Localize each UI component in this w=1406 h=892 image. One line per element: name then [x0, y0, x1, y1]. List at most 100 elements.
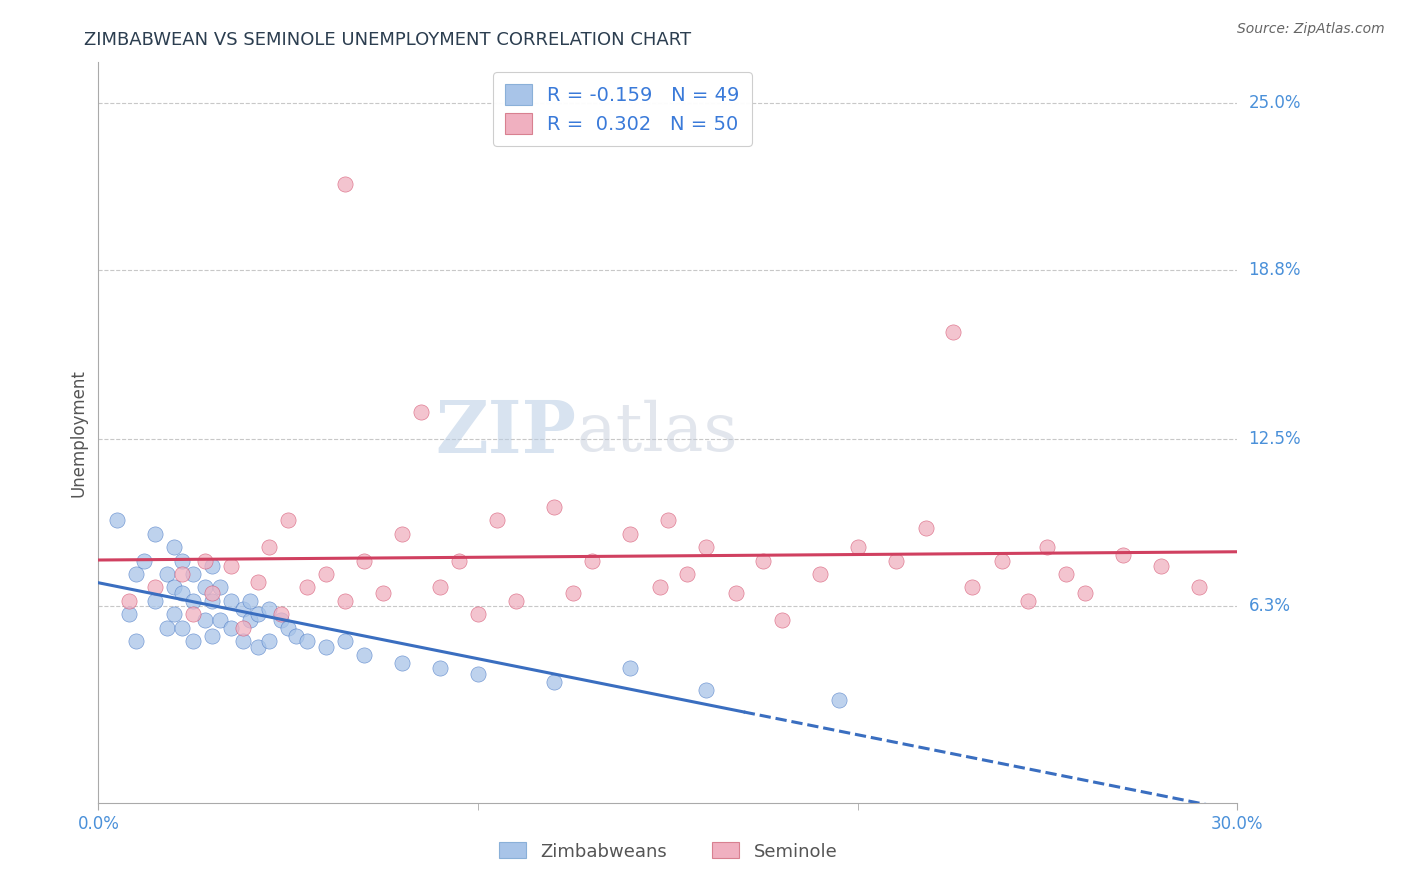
Point [277, 621, 299, 635]
Point [650, 581, 672, 595]
Point [132, 553, 155, 567]
Point [246, 575, 269, 590]
Point [1036, 540, 1059, 554]
Point [657, 513, 679, 527]
Point [543, 500, 565, 514]
Point [259, 540, 281, 554]
Point [315, 566, 337, 581]
Point [259, 602, 281, 616]
Point [335, 177, 357, 191]
Point [232, 621, 254, 635]
Point [183, 566, 205, 581]
Point [1056, 566, 1078, 581]
Point [208, 613, 231, 627]
Point [277, 513, 299, 527]
Point [163, 581, 186, 595]
Point [270, 613, 292, 627]
Point [429, 661, 451, 675]
Point [581, 553, 603, 567]
Point [239, 613, 262, 627]
Point [194, 613, 217, 627]
Point [1188, 581, 1211, 595]
Point [353, 553, 375, 567]
Point [297, 634, 319, 648]
Point [676, 566, 699, 581]
Point [960, 581, 983, 595]
Point [118, 607, 141, 622]
Point [335, 634, 357, 648]
Point [808, 566, 831, 581]
Point [695, 540, 717, 554]
Point [467, 607, 489, 622]
Point [828, 693, 851, 707]
Point [391, 526, 413, 541]
Text: ZIMBABWEAN VS SEMINOLE UNEMPLOYMENT CORRELATION CHART: ZIMBABWEAN VS SEMINOLE UNEMPLOYMENT CORR… [84, 31, 692, 49]
Point [752, 553, 775, 567]
Point [297, 581, 319, 595]
Point [884, 553, 907, 567]
Point [183, 607, 205, 622]
Point [170, 621, 193, 635]
Point [619, 661, 641, 675]
Point [125, 566, 148, 581]
Point [194, 553, 217, 567]
Point [107, 513, 129, 527]
Point [194, 581, 217, 595]
Point [505, 594, 527, 608]
Text: atlas: atlas [576, 400, 738, 466]
Point [156, 621, 179, 635]
Point [201, 558, 224, 573]
Point [619, 526, 641, 541]
Point [942, 325, 965, 339]
Point [170, 553, 193, 567]
Point [725, 586, 748, 600]
Point [915, 521, 938, 535]
Point [118, 594, 141, 608]
Point [467, 666, 489, 681]
Point [335, 594, 357, 608]
Point [315, 640, 337, 654]
Point [371, 586, 394, 600]
Text: ZIP: ZIP [436, 397, 576, 468]
Point [170, 586, 193, 600]
Point [221, 594, 243, 608]
Point [145, 594, 167, 608]
Point [208, 581, 231, 595]
Point [145, 526, 167, 541]
Point [991, 553, 1014, 567]
Point [1018, 594, 1040, 608]
Point [232, 602, 254, 616]
Point [170, 566, 193, 581]
Point [201, 594, 224, 608]
Point [391, 656, 413, 670]
Point [163, 607, 186, 622]
Point [449, 553, 471, 567]
Text: 6.3%: 6.3% [1249, 598, 1291, 615]
Point [239, 594, 262, 608]
Point [221, 621, 243, 635]
Point [156, 566, 179, 581]
Point [1112, 548, 1135, 562]
Point [1150, 558, 1173, 573]
Point [1074, 586, 1097, 600]
Point [125, 634, 148, 648]
Point [145, 581, 167, 595]
Point [221, 558, 243, 573]
Point [284, 629, 307, 643]
Point [695, 682, 717, 697]
Point [486, 513, 509, 527]
Point [201, 629, 224, 643]
Point [183, 594, 205, 608]
Text: Source: ZipAtlas.com: Source: ZipAtlas.com [1237, 22, 1385, 37]
Point [543, 674, 565, 689]
Point [846, 540, 869, 554]
Point [353, 648, 375, 662]
Point [259, 634, 281, 648]
Point [232, 634, 254, 648]
Point [411, 405, 433, 419]
Point [163, 540, 186, 554]
Point [270, 607, 292, 622]
Point [770, 613, 793, 627]
Text: 25.0%: 25.0% [1249, 94, 1301, 112]
Point [201, 586, 224, 600]
